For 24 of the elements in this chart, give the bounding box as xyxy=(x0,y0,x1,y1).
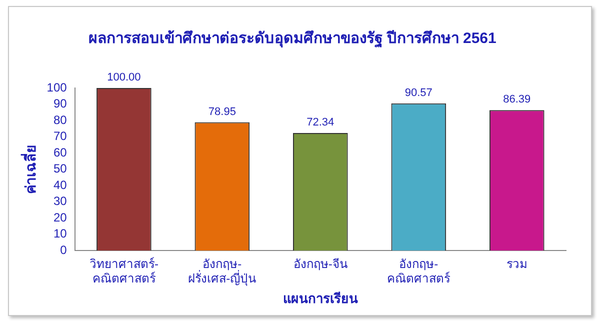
y-tick-label: 80 xyxy=(53,112,68,127)
x-tick-label: อังกฤษ-จีน xyxy=(293,257,348,272)
chart-title: ผลการสอบเข้าศึกษาต่อระดับอุดมศึกษาของรัฐ ปีการศึกษา 2561 xyxy=(88,29,496,48)
x-tick-label: อังกฤษ-ฝรั่งเศส-ญี่ปุ่น xyxy=(188,257,256,287)
data-label: 90.57 xyxy=(404,86,432,99)
x-axis-title: แผนการเรียน xyxy=(282,290,358,306)
y-tick-label: 90 xyxy=(53,96,68,111)
x-tick-label: รวม xyxy=(506,257,528,272)
y-tick-label: 40 xyxy=(53,178,68,192)
x-tick-label: วิทยาศาสตร์-คณิตศาสตร์ xyxy=(89,257,158,286)
data-label: 100.00 xyxy=(107,72,141,84)
y-tick-label: 70 xyxy=(53,129,68,144)
y-axis-title: ค่าเฉลี่ย xyxy=(20,144,38,194)
y-tick-label: 10 xyxy=(53,226,68,241)
y-tick-label: 50 xyxy=(53,162,68,176)
y-tick-label: 20 xyxy=(53,210,68,224)
y-tick-label: 0 xyxy=(60,242,68,257)
y-tick-label: 100 xyxy=(46,80,68,94)
y-tick-label: 30 xyxy=(53,194,68,208)
data-label: 72.34 xyxy=(306,116,334,129)
data-label: 78.95 xyxy=(208,106,236,118)
x-tick-label: อังกฤษ-คณิตศาสตร์ xyxy=(387,257,452,286)
data-label: 86.39 xyxy=(503,94,531,106)
y-tick-label: 60 xyxy=(53,145,68,160)
